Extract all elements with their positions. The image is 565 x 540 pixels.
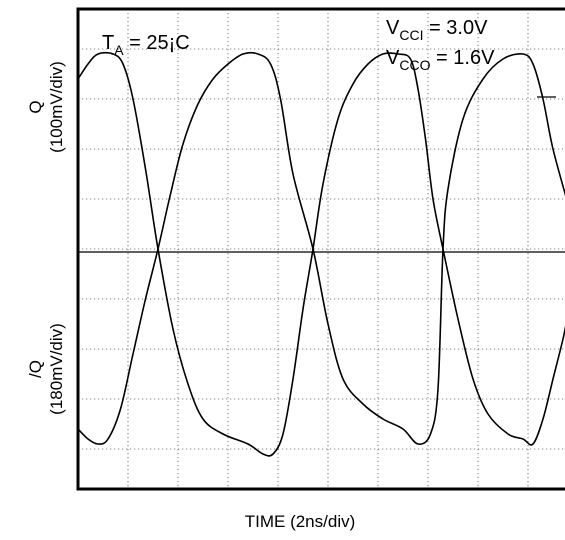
temperature-annotation: TA = 25¡C	[102, 32, 190, 58]
qbar-axis-scale: (180mV/div)	[47, 323, 66, 415]
q-axis-scale: (100mV/div)	[47, 61, 66, 153]
q-waveform-line	[77, 51, 565, 457]
vcco-annotation: VCCO = 1.6V	[386, 47, 495, 73]
x-axis-label: TIME (2ns/div)	[244, 512, 356, 531]
qbar-axis-label: /Q (180mV/div)	[25, 239, 67, 499]
qbar-waveform-line	[77, 51, 565, 445]
plot-frame	[76, 7, 565, 491]
waveform-traces	[77, 51, 565, 457]
q-axis-label: Q (100mV/div)	[25, 0, 67, 237]
vcci-annotation: VCCI = 3.0V	[386, 17, 488, 43]
grid-lines	[77, 9, 565, 489]
qbar-axis-name: /Q	[26, 360, 45, 378]
q-axis-name: Q	[26, 100, 45, 114]
